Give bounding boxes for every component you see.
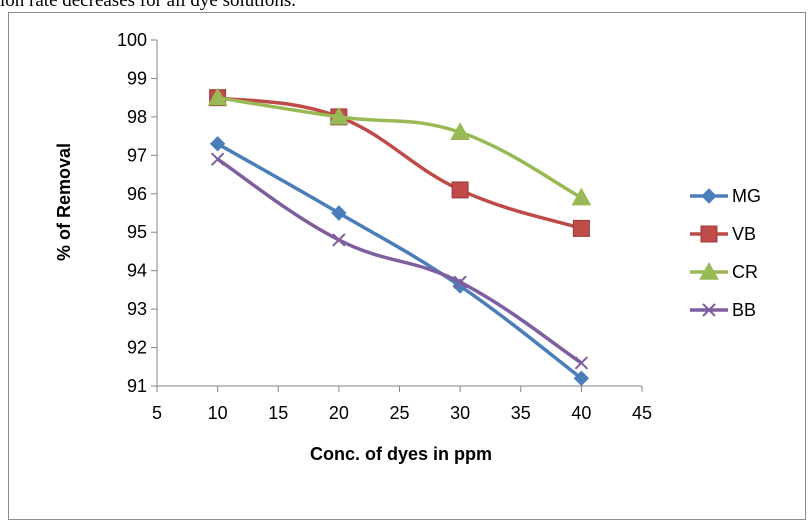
x-tick-label: 5	[152, 403, 162, 423]
legend-item-vb: VB	[690, 224, 756, 244]
x-tick-label: 30	[450, 403, 470, 423]
data-point-mg	[331, 205, 347, 221]
y-tick-label: 91	[127, 376, 147, 396]
y-tick-label: 92	[127, 338, 147, 358]
x-tick-label: 45	[632, 403, 652, 423]
legend-item-mg: MG	[690, 186, 761, 206]
legend-item-bb: BB	[690, 300, 756, 320]
y-tick-label: 95	[127, 222, 147, 242]
data-point-bb	[574, 356, 589, 370]
data-point-bb	[332, 233, 346, 247]
data-point-bb	[453, 275, 467, 289]
data-point-mg	[209, 136, 226, 152]
y-tick-label: 94	[127, 261, 147, 281]
y-tick-label: 100	[117, 30, 147, 50]
series-line-mg	[216, 142, 583, 380]
series-layer	[207, 87, 592, 387]
y-tick-label: 93	[127, 299, 147, 319]
legend-label-cr: CR	[732, 262, 758, 282]
chart-frame	[8, 12, 806, 520]
y-tick-label: 96	[127, 184, 147, 204]
data-point-cr	[571, 187, 592, 206]
legend-marker-mg	[701, 188, 717, 204]
data-point-cr	[329, 106, 349, 125]
data-point-bb	[210, 152, 225, 166]
x-tick-label: 35	[511, 403, 531, 423]
legend-marker-cr	[699, 261, 719, 280]
caption-text: ion rate decreases for all dye solutions…	[0, 0, 296, 11]
series-cr	[207, 87, 592, 206]
series-line-vb	[217, 95, 582, 231]
x-tick-label: 15	[268, 403, 288, 423]
legend-label-mg: MG	[732, 186, 761, 206]
legend-marker-bb	[702, 303, 716, 317]
x-tick-label: 10	[208, 403, 228, 423]
data-point-mg	[573, 370, 590, 387]
y-tick-label: 98	[127, 107, 147, 127]
x-tick-label: 25	[389, 403, 409, 423]
y-tick-label: 99	[127, 68, 147, 88]
legend-label-bb: BB	[732, 300, 756, 320]
series-line-cr	[217, 95, 583, 200]
chart-axes: 91 92 93 94 95 96 97 98 99 100 5 10 15 20 25 30 35 40 45	[117, 30, 652, 423]
series-bb	[210, 152, 589, 370]
series-line-bb	[216, 157, 583, 365]
data-point-vb	[451, 181, 469, 199]
legend-label-vb: VB	[732, 224, 756, 244]
legend-item-cr: CR	[690, 261, 758, 282]
data-point-vb	[572, 219, 590, 237]
data-point-cr	[207, 87, 228, 106]
y-axis-title: % of Removal	[54, 143, 74, 261]
x-tick-label: 20	[329, 403, 349, 423]
series-vb	[209, 89, 590, 237]
data-point-cr	[450, 122, 470, 140]
legend: MG VB CR BB	[690, 186, 761, 320]
y-tick-label: 97	[127, 145, 147, 165]
x-tick-label: 40	[571, 403, 591, 423]
x-axis-title: Conc. of dyes in ppm	[310, 444, 492, 464]
legend-marker-vb	[700, 225, 718, 243]
